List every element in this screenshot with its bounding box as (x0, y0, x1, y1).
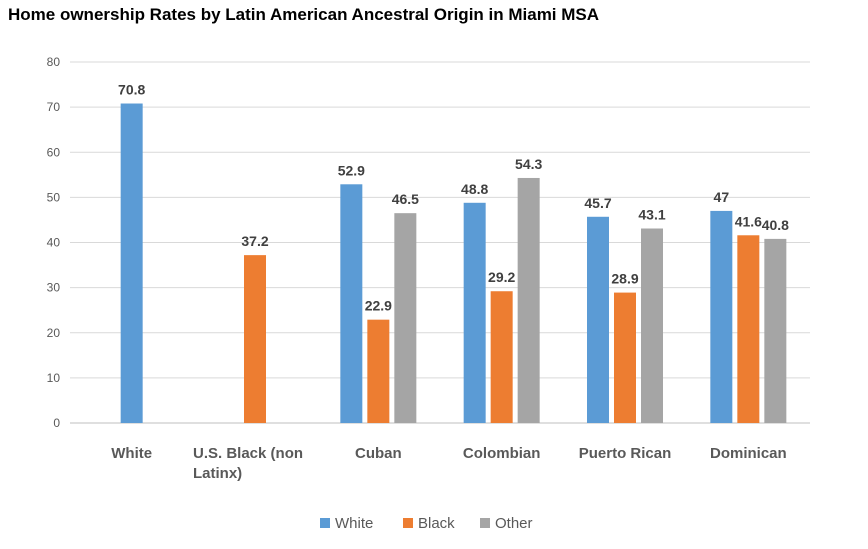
category-label: Puerto Rican (579, 445, 672, 462)
data-label: 40.8 (762, 217, 789, 233)
category-label: White (111, 445, 152, 462)
legend-label-white: White (335, 515, 373, 532)
bar-black-2 (367, 319, 390, 423)
data-label: 37.2 (241, 233, 268, 249)
x-axis-categories: White U.S. Black (non Latinx) Cuban Colombia… (111, 445, 786, 482)
bar-black-4 (614, 292, 636, 423)
y-tick-label: 30 (47, 281, 61, 295)
data-label: 41.6 (735, 213, 762, 229)
data-label: 52.9 (338, 162, 365, 178)
bar-other-5 (764, 238, 787, 423)
legend-swatch-other (480, 518, 490, 528)
y-tick-label: 20 (47, 326, 61, 340)
y-tick-label: 0 (53, 416, 60, 430)
bar-white-5 (710, 210, 733, 423)
chart-title: Home ownership Rates by Latin American A… (8, 5, 600, 24)
data-label: 70.8 (118, 82, 145, 98)
data-label: 47 (714, 189, 730, 205)
category-label-line: Dominican (710, 445, 787, 462)
bar-white-0 (120, 103, 143, 423)
bar-other-3 (517, 177, 540, 423)
data-label: 22.9 (365, 298, 392, 314)
category-label: U.S. Black (non Latinx) (193, 445, 303, 482)
data-label: 54.3 (515, 156, 542, 172)
data-label: 43.1 (638, 207, 665, 223)
category-label-line: White (111, 445, 152, 462)
data-label: 46.5 (392, 191, 419, 207)
category-label-line: U.S. Black (non (193, 445, 303, 462)
data-label: 45.7 (584, 195, 611, 211)
bar-white-3 (463, 202, 486, 423)
y-tick-label: 60 (47, 145, 61, 159)
legend-label-other: Other (495, 515, 533, 532)
legend-swatch-white (320, 518, 330, 528)
category-label: Cuban (355, 445, 402, 462)
data-labels: 70.8 37.2 52.9 22.9 46.5 48.8 29.2 54.3 45.7 28.9… (118, 82, 789, 314)
data-label: 28.9 (611, 271, 638, 287)
data-label: 29.2 (488, 269, 515, 285)
bar-other-4 (641, 228, 663, 423)
legend-swatch-black (403, 518, 413, 528)
category-label-line: Cuban (355, 445, 402, 462)
y-tick-label: 80 (47, 55, 61, 69)
bar-white-4 (587, 216, 609, 423)
category-label: Dominican (710, 445, 787, 462)
y-tick-label: 40 (47, 236, 61, 250)
category-label-line: Latinx) (193, 465, 242, 482)
bar-other-2 (394, 213, 417, 423)
bar-black-3 (490, 291, 513, 423)
legend-label-black: Black (418, 515, 455, 532)
data-label: 48.8 (461, 181, 488, 197)
bar-black-1 (244, 255, 266, 423)
y-tick-label: 10 (47, 371, 61, 385)
category-label-line: Colombian (463, 445, 541, 462)
y-tick-label: 70 (47, 100, 61, 114)
y-tick-label: 50 (47, 190, 61, 204)
bar-white-2 (340, 184, 363, 423)
gridlines (70, 61, 810, 424)
bars (120, 103, 787, 423)
category-label-line: Puerto Rican (579, 445, 672, 462)
legend: White Black Other (320, 515, 533, 532)
bar-black-5 (737, 235, 760, 423)
y-axis-ticks: 0 10 20 30 40 50 60 70 80 (47, 55, 61, 430)
category-label: Colombian (463, 445, 541, 462)
